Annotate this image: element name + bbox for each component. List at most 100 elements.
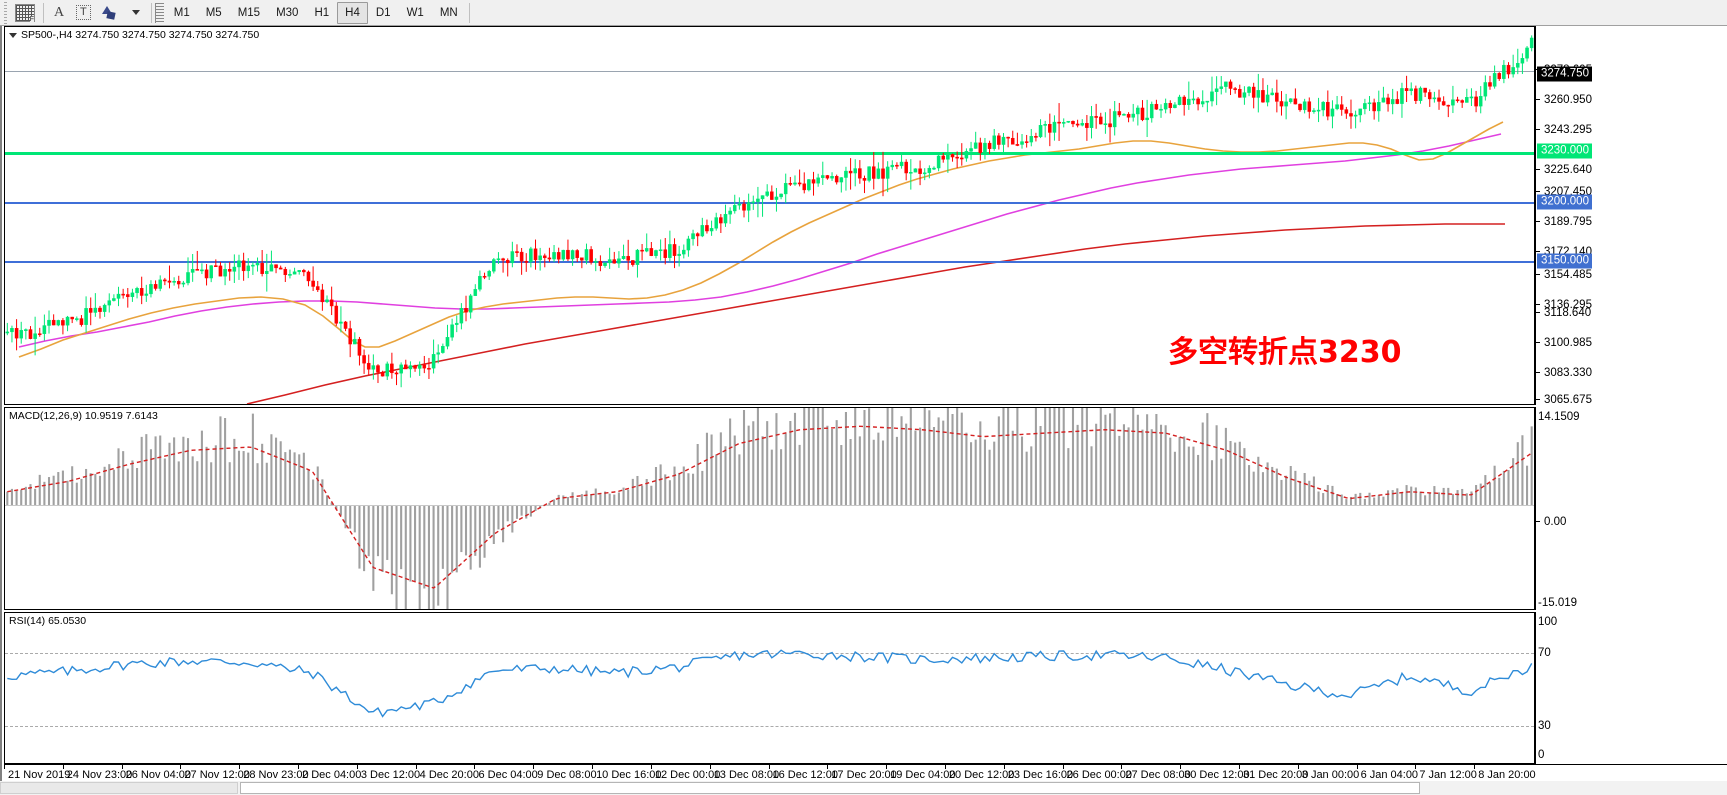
time-tick-label: 19 Dec 04:00 [890,769,956,781]
time-tick-label: 9 Dec 08:00 [537,769,597,781]
timeframe-w1[interactable]: W1 [406,6,424,19]
last-price-line [5,71,1534,72]
macd-label: MACD(12,26,9) 10.9519 7.6143 [9,410,158,422]
time-tick-mark [709,765,711,769]
time-tick-mark [1415,765,1417,769]
time-tick-label: 3 Dec 12:00 [360,769,421,781]
macd-pane[interactable]: MACD(12,26,9) 10.9519 7.6143 [4,407,1535,610]
horizontal-scrollbar[interactable] [0,781,1727,795]
chevron-down-icon[interactable] [124,2,148,24]
timeframe-h4[interactable]: H4 [337,1,368,24]
price-tick: 3189.795 [1536,216,1592,228]
timeframe-m15[interactable]: M15 [237,6,261,19]
rsi-tick: 100 [1538,616,1558,628]
time-tick-mark [650,765,652,769]
price-tick: 3136.295 [1536,299,1592,311]
shapes-icon[interactable] [96,2,124,24]
time-tick-label: 30 Dec 12:00 [1184,769,1250,781]
macd-scale[interactable]: 14.1509 0.00 -15.019 [1535,407,1727,610]
time-tick-label: 27 Dec 08:00 [1125,769,1191,781]
chart-area: 多空转折点3230 SP500-,H4 3274.750 3274.750 32… [0,26,1727,795]
rsi-series-svg [7,649,1533,718]
price-tick: 3260.950 [1536,94,1592,106]
main-toolbar: A T M1 M5 M15 M30 H1 H4 D1 W1 MN [0,0,1727,26]
price-series-svg [18,121,1505,404]
time-tick-label: 12 Dec 00:00 [654,769,721,781]
time-tick-mark [1474,765,1476,769]
ma-slow-line [246,223,1505,404]
time-tick-label: 28 Nov 23:00 [243,769,309,781]
time-tick-label: 21 Nov 2019 [8,769,71,781]
time-tick-mark [886,765,888,769]
time-tick-mark [4,765,5,769]
time-tick-mark [1180,765,1182,769]
price-tick: 3083.330 [1536,367,1592,379]
support-line-3230 [5,152,1534,155]
time-tick-mark [944,765,946,769]
price-level-label-3150: 3150.000 [1537,253,1592,269]
support-line-3150 [5,261,1534,263]
rsi-tick: 30 [1538,720,1551,732]
time-tick-label: 4 Dec 20:00 [419,769,479,781]
timeframe-grip[interactable] [154,2,164,23]
macd-series-svg [5,408,1534,609]
time-tick-label: 23 Dec 16:00 [1007,769,1074,781]
text-box-icon[interactable]: T [71,2,96,24]
crosshair-icon[interactable] [10,2,40,24]
timeframe-m30[interactable]: M30 [276,6,299,19]
time-tick-label: 27 Nov 12:00 [184,769,250,781]
price-tick: 3225.640 [1536,164,1592,176]
time-tick-mark [121,765,123,769]
timeframe-d1[interactable]: D1 [375,6,391,19]
toolbar-separator-1 [43,2,44,23]
price-scale[interactable]: 3278.605 3260.950 3243.295 3225.640 3207… [1535,26,1727,406]
time-tick-mark [474,765,476,769]
time-tick-label: 13 Dec 08:00 [713,769,780,781]
time-tick-mark [356,765,358,769]
time-tick-mark [1062,765,1064,769]
timeframe-m5[interactable]: M5 [205,6,222,19]
text-label-icon[interactable]: A [53,4,65,20]
scrollbar-thumb[interactable] [240,782,1420,794]
scrollbar-track-left[interactable] [0,782,238,794]
symbol-ohlc-text: SP500-,H4 3274.750 3274.750 3274.750 327… [21,29,260,41]
timeframe-m1[interactable]: M1 [173,6,190,19]
collapse-caret-icon[interactable] [9,32,17,38]
time-tick-mark [298,765,300,769]
time-tick-label: 7 Jan 12:00 [1419,769,1477,781]
rsi-level-30 [5,726,1534,727]
rsi-scale[interactable]: 100 70 30 0 [1535,612,1727,764]
time-scale[interactable]: 21 Nov 2019 24 Nov 23:00 26 Nov 04:00 27 No… [4,764,1727,785]
time-tick-mark [827,765,829,769]
rsi-label: RSI(14) 65.0530 [9,615,87,627]
chart-annotation: 多空转折点3230 [1168,335,1402,370]
support-line-3200 [5,202,1534,204]
time-tick-label: 8 Jan 20:00 [1478,769,1536,781]
price-tick: 3154.485 [1536,269,1592,281]
macd-tick: -15.019 [1538,597,1578,609]
ma-fast-line [18,121,1504,358]
time-tick-mark [180,765,182,769]
time-tick-mark [592,765,594,769]
price-chart-pane[interactable]: 多空转折点3230 SP500-,H4 3274.750 3274.750 32… [4,26,1535,405]
time-tick-label: 3 Jan 00:00 [1301,769,1360,781]
time-tick-label: 6 Jan 04:00 [1360,769,1419,781]
timeframe-h1[interactable]: H1 [314,6,330,19]
time-tick-label: 6 Dec 04:00 [478,769,538,781]
rsi-pane[interactable]: RSI(14) 65.0530 [4,612,1535,764]
time-tick-mark [1121,765,1123,769]
price-tick: 3243.295 [1536,124,1592,136]
macd-tick: 14.1509 [1538,411,1580,423]
time-tick-mark [768,765,770,769]
toolbar-grip-1[interactable] [2,1,9,24]
time-tick-mark [1356,765,1358,769]
price-tick: 3100.985 [1536,337,1592,349]
price-level-label-3230: 3230.000 [1537,143,1592,159]
time-tick-label: 17 Dec 20:00 [831,769,897,781]
time-tick-mark [62,765,64,769]
time-tick-label: 16 Dec 12:00 [772,769,838,781]
time-tick-mark [1297,765,1299,769]
toolbar-separator-2 [150,2,152,23]
timeframe-mn[interactable]: MN [439,6,458,19]
rsi-tick: 70 [1538,647,1551,659]
